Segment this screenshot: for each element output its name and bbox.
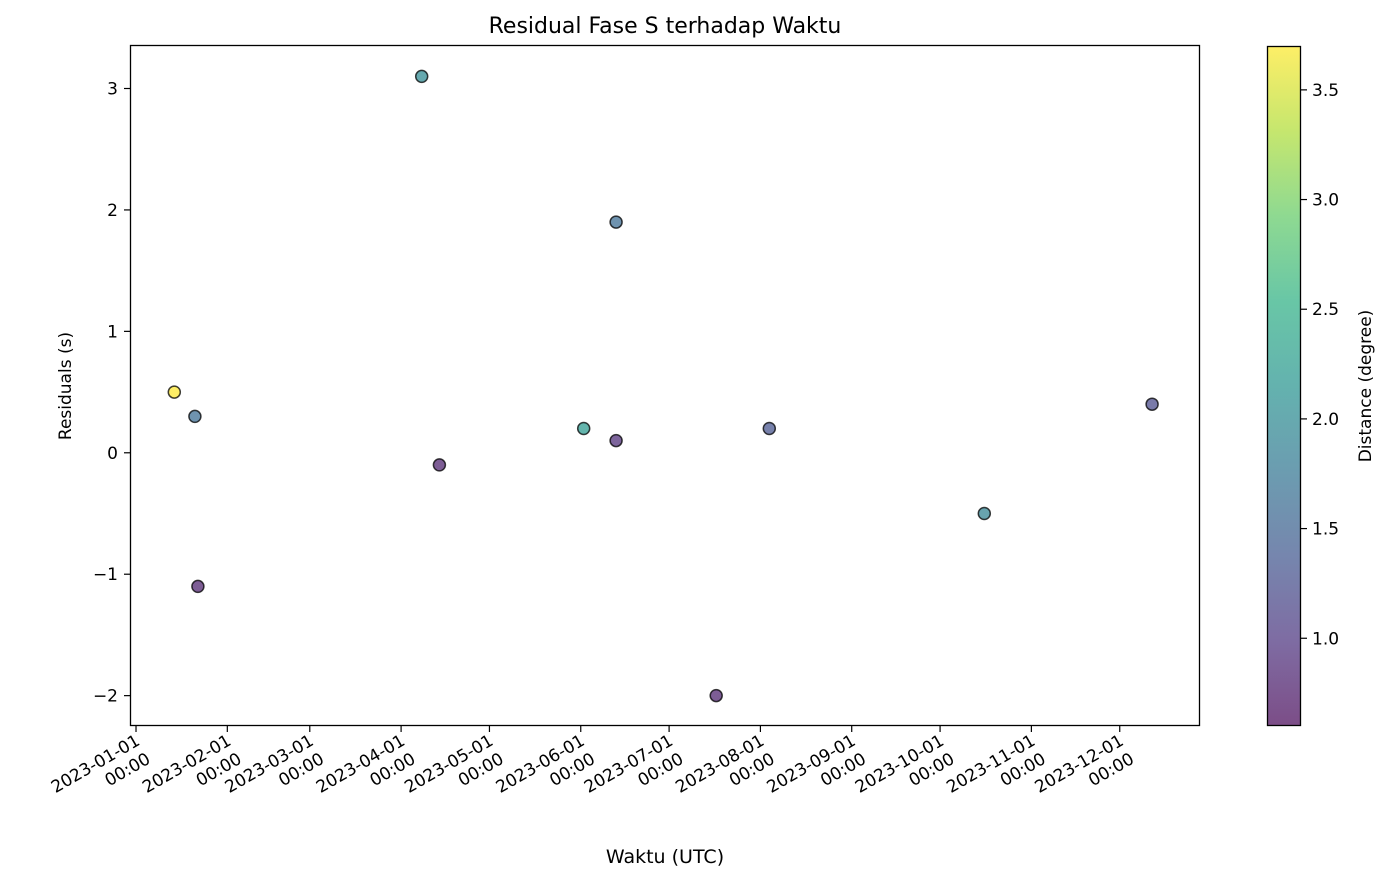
- colorbar-tick-label: 3.0: [1312, 191, 1339, 211]
- x-tick-label: 2023-11-0100:00: [943, 731, 1049, 816]
- x-tick-label: 2023-02-0100:00: [139, 731, 245, 816]
- y-tick-label: −2: [93, 687, 118, 707]
- y-axis-label: Residuals (s): [56, 332, 76, 440]
- y-tick-label: 0: [107, 444, 118, 464]
- data-point: [762, 421, 777, 436]
- y-tick-label: −1: [93, 565, 118, 585]
- data-point: [191, 579, 205, 594]
- x-tick-label: 2023-06-0100:00: [493, 731, 599, 816]
- data-point: [167, 385, 182, 399]
- x-tick-label: 2023-08-0100:00: [672, 731, 778, 816]
- chart-title: Residual Fase S terhadap Waktu: [489, 14, 842, 39]
- x-tick-label: 2023-03-0100:00: [222, 731, 328, 816]
- x-tick-label: 2023-10-0100:00: [852, 731, 958, 816]
- x-tick-label: 2023-04-0100:00: [313, 731, 419, 816]
- colorbar-tick-label: 1.5: [1312, 520, 1339, 540]
- colorbar-tick-label: 2.5: [1312, 300, 1339, 320]
- data-point: [188, 409, 202, 424]
- x-tick-label: 2023-07-0100:00: [581, 731, 687, 816]
- data-point: [977, 506, 992, 521]
- colorbar-ticks: 1.0 1.5 2.0 2.5 3.0 3.5: [1301, 81, 1339, 649]
- data-point: [414, 69, 429, 84]
- y-tick-label: 2: [107, 201, 118, 221]
- y-tick-label: 1: [107, 322, 118, 342]
- colorbar-tick-label: 3.5: [1312, 81, 1339, 101]
- data-point: [709, 688, 723, 703]
- y-axis-ticks: −2 −1 0 1 2 3: [93, 80, 130, 707]
- colorbar-label: Distance (degree): [1356, 310, 1376, 463]
- points-layer: [167, 69, 1159, 703]
- x-axis-label: Waktu (UTC): [606, 846, 724, 868]
- x-tick-label: 2023-05-0100:00: [401, 731, 507, 816]
- colorbar-frame: [1266, 45, 1302, 727]
- data-point: [609, 433, 623, 448]
- x-tick-label: 2023-09-0100:00: [764, 731, 870, 816]
- plot-area-frame: [129, 44, 1201, 727]
- x-tick-label: 2023-12-0100:00: [1032, 731, 1138, 816]
- colorbar-tick-label: 1.0: [1312, 629, 1339, 649]
- x-axis-ticks: 2023-01-0100:002023-02-0100:002023-03-01…: [48, 726, 1138, 816]
- data-point: [609, 215, 623, 229]
- colorbar: [1267, 46, 1301, 726]
- data-point: [1145, 397, 1159, 411]
- data-point: [576, 421, 591, 436]
- x-tick-label: 2023-01-0100:00: [48, 731, 154, 816]
- data-point: [432, 458, 447, 472]
- colorbar-tick-label: 2.0: [1312, 410, 1339, 430]
- y-tick-label: 3: [107, 80, 118, 100]
